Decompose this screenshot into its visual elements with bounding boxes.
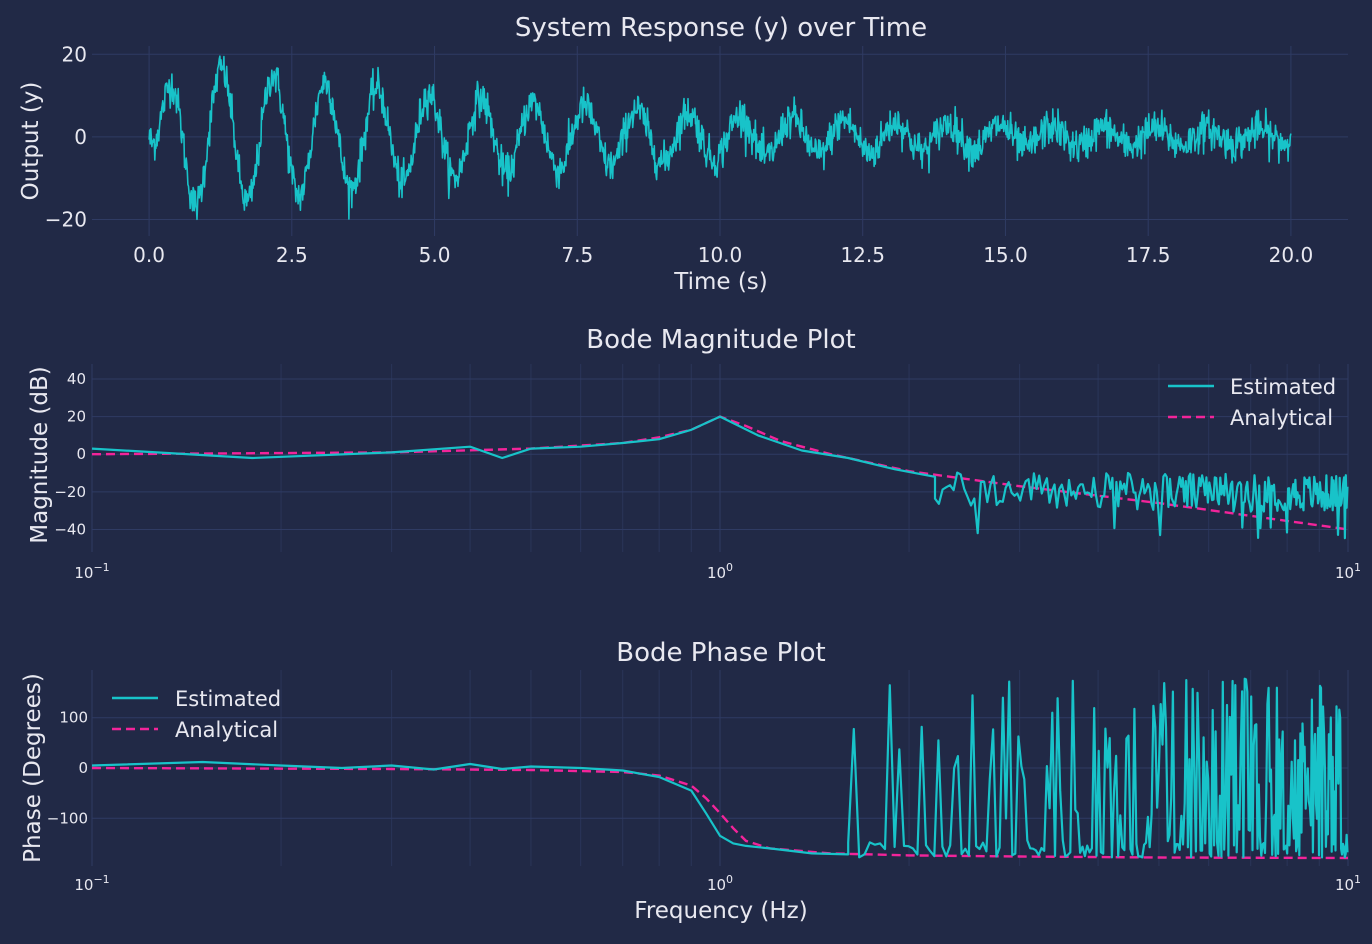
- legend-estimated-label: Estimated: [1230, 375, 1336, 399]
- x-tick-exponent: 1: [1354, 561, 1361, 574]
- x-tick-label: 10−1: [74, 873, 109, 894]
- y-tick-label: −100: [47, 809, 88, 827]
- x-tick-label: 2.5: [276, 243, 308, 267]
- chart-title: System Response (y) over Time: [515, 13, 927, 43]
- legend-analytical-label: Analytical: [175, 718, 278, 742]
- y-tick-label: 40: [67, 370, 86, 388]
- x-tick-exponent: 0: [726, 561, 733, 574]
- x-tick-exponent: −1: [93, 561, 109, 574]
- y-tick-label: 100: [59, 709, 88, 727]
- y-tick-label: 20: [67, 408, 86, 426]
- time-response-axes: 0.0 2.5 5.0 7.5 10.0 12.5 15.0 17.5 20.0 −20 0 20 Sy…: [18, 13, 1348, 295]
- legend-estimated-label: Estimated: [175, 687, 281, 711]
- y-tick-label: −20: [45, 207, 87, 231]
- x-tick-label: 10.0: [698, 243, 743, 267]
- y-tick-label: 20: [62, 42, 87, 66]
- x-tick-exponent: −1: [93, 873, 109, 886]
- x-tick-label: 0.0: [133, 243, 165, 267]
- legend: Estimated Analytical: [1168, 375, 1336, 430]
- x-tick-label: 20.0: [1269, 243, 1314, 267]
- x-axis-label: Time (s): [673, 269, 768, 295]
- estimated-series-line: [91, 677, 1349, 859]
- y-tick-label: −20: [54, 483, 86, 501]
- y-axis-label: Output (y): [18, 82, 44, 201]
- y-axis-label: Phase (Degrees): [20, 673, 46, 863]
- y-tick-label: 0: [76, 445, 86, 463]
- x-axis-label: Frequency (Hz): [634, 898, 807, 924]
- y-tick-label: 0: [78, 759, 88, 777]
- x-tick-label: 100: [707, 561, 733, 582]
- legend-analytical-label: Analytical: [1230, 406, 1333, 430]
- legend: Estimated Analytical: [112, 687, 281, 742]
- analytical-series-line: [91, 766, 1349, 860]
- chart-title: Bode Magnitude Plot: [586, 325, 856, 355]
- y-tick-label: 0: [74, 125, 87, 149]
- x-tick-label: 15.0: [983, 243, 1028, 267]
- output-series-line: [148, 55, 1292, 221]
- x-tick-label: 100: [707, 873, 733, 894]
- x-tick-label: 7.5: [561, 243, 593, 267]
- x-tick-exponent: 0: [726, 873, 733, 886]
- chart-title: Bode Phase Plot: [616, 638, 825, 668]
- x-tick-label: 17.5: [1126, 243, 1171, 267]
- x-tick-exponent: 1: [1354, 873, 1361, 886]
- x-tick-label: 12.5: [840, 243, 885, 267]
- estimated-series-line: [91, 415, 1349, 540]
- x-tick-label: 101: [1335, 561, 1361, 582]
- y-tick-label: −40: [54, 520, 86, 538]
- x-tick-label: 10−1: [74, 561, 109, 582]
- x-tick-label: 101: [1335, 873, 1361, 894]
- y-axis-label: Magnitude (dB): [27, 366, 53, 544]
- x-tick-label: 5.0: [419, 243, 451, 267]
